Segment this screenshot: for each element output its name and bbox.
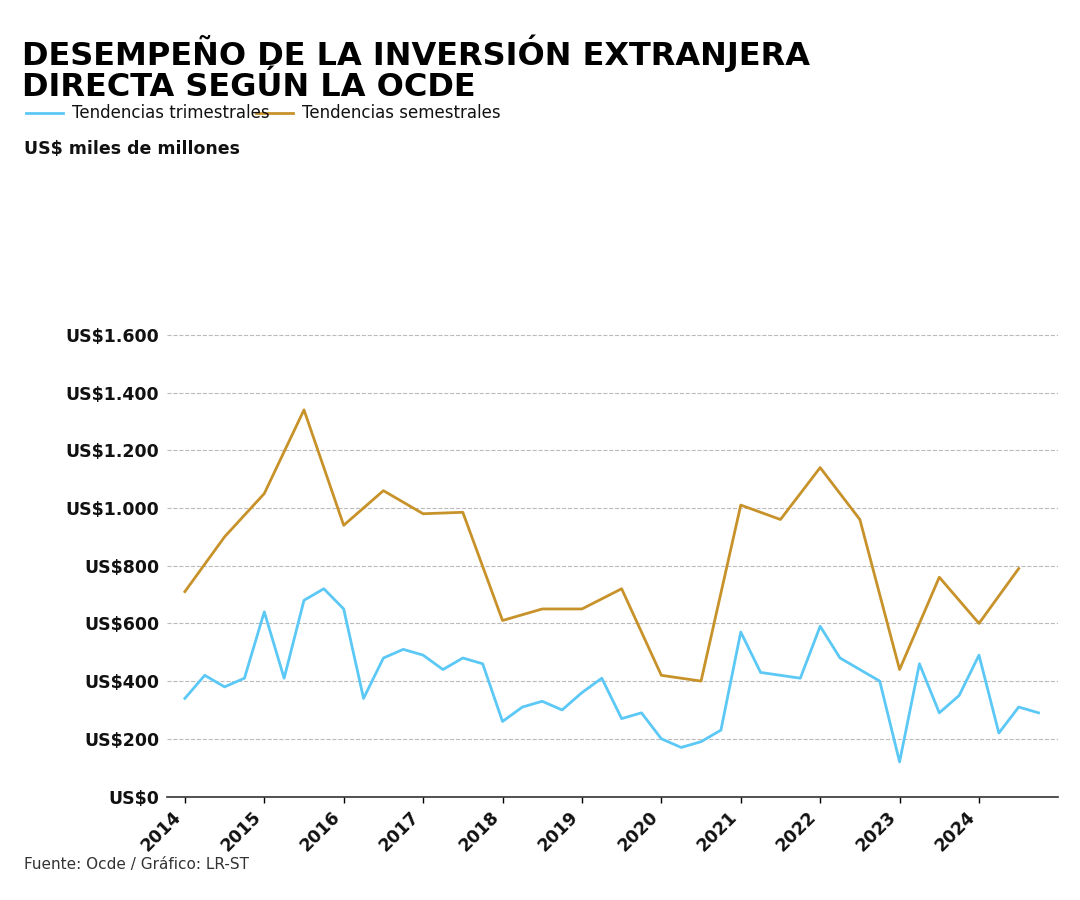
Text: LR: LR <box>995 853 1027 877</box>
Text: Fuente: Ocde / Gráfico: LR-ST: Fuente: Ocde / Gráfico: LR-ST <box>24 857 248 872</box>
Text: Tendencias semestrales: Tendencias semestrales <box>302 104 501 122</box>
Text: DESEMPEÑO DE LA INVERSIÓN EXTRANJERA: DESEMPEÑO DE LA INVERSIÓN EXTRANJERA <box>22 34 810 72</box>
Text: Tendencias trimestrales: Tendencias trimestrales <box>72 104 270 122</box>
Text: DIRECTA SEGÚN LA OCDE: DIRECTA SEGÚN LA OCDE <box>22 72 475 103</box>
Text: US$ miles de millones: US$ miles de millones <box>24 140 240 158</box>
